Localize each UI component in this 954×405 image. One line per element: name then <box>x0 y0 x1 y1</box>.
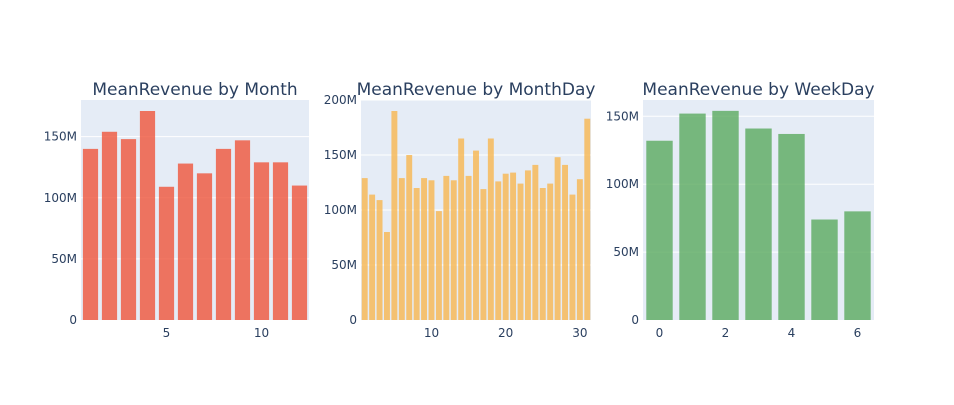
y-tick-label: 0 <box>349 313 357 327</box>
chart-title: MeanRevenue by WeekDay <box>642 80 874 100</box>
y-tick-label: 150M <box>324 148 357 162</box>
bar <box>291 185 308 320</box>
bar <box>384 232 390 320</box>
chart-title: MeanRevenue by MonthDay <box>357 80 596 100</box>
bar <box>443 175 450 320</box>
bar <box>679 113 706 320</box>
bar <box>524 170 531 320</box>
bar <box>646 140 673 320</box>
bar <box>361 178 368 320</box>
y-tick-label: 200M <box>324 93 357 107</box>
bar <box>398 178 405 320</box>
bar <box>177 163 194 320</box>
bar <box>487 138 494 320</box>
bar <box>712 110 739 320</box>
y-tick-label: 50M <box>613 245 639 259</box>
x-tick-label: 20 <box>498 326 513 340</box>
bar <box>811 219 838 320</box>
bar <box>778 133 805 320</box>
bar <box>539 188 546 320</box>
bar <box>532 164 539 320</box>
bar <box>562 164 568 320</box>
x-tick-label: 5 <box>163 326 171 340</box>
y-tick-label: 150M <box>44 130 77 144</box>
bar <box>465 175 472 320</box>
bar <box>502 173 509 320</box>
y-tick-label: 100M <box>44 191 77 205</box>
y-tick-label: 150M <box>606 109 639 123</box>
bar <box>473 150 479 320</box>
y-tick-label: 0 <box>69 313 77 327</box>
x-tick-label: 4 <box>788 326 796 340</box>
y-tick-label: 0 <box>631 313 639 327</box>
bar <box>844 211 871 320</box>
y-tick-label: 100M <box>324 203 357 217</box>
bar <box>234 140 251 320</box>
x-tick-label: 2 <box>722 326 730 340</box>
bar <box>428 180 435 320</box>
bar <box>391 111 398 320</box>
y-tick-label: 50M <box>331 258 357 272</box>
bar <box>458 138 465 320</box>
bar <box>495 181 502 320</box>
x-tick-label: 30 <box>572 326 587 340</box>
bar <box>584 118 591 320</box>
chart-title: MeanRevenue by Month <box>92 80 297 100</box>
bar <box>406 155 413 320</box>
bar <box>421 178 428 320</box>
bar <box>480 189 487 320</box>
bar <box>139 111 156 320</box>
bar <box>413 188 420 320</box>
chart-panel-2: 0 50M 100M 150M 200M 10 20 30 MeanRevenue by Mon… <box>324 80 596 340</box>
bar <box>101 131 118 320</box>
bar <box>554 157 561 320</box>
y-tick-label: 100M <box>606 177 639 191</box>
bar <box>82 148 99 320</box>
bar <box>435 211 442 320</box>
x-tick-label: 10 <box>424 326 439 340</box>
bar <box>369 194 376 320</box>
y-tick-label: 50M <box>51 252 77 266</box>
bar <box>376 200 383 320</box>
bar <box>120 139 137 320</box>
bar <box>253 162 270 320</box>
x-tick-label: 10 <box>254 326 269 340</box>
x-tick-label: 6 <box>854 326 862 340</box>
bar <box>196 173 213 320</box>
x-tick-label: 0 <box>656 326 664 340</box>
bar <box>510 172 517 320</box>
bar <box>569 194 576 320</box>
bar <box>547 183 554 320</box>
bar <box>745 128 772 320</box>
bar <box>215 148 232 320</box>
chart-panel-1: 0 50M 100M 150M 5 10 MeanRevenue by Month <box>44 80 309 340</box>
chart-panel-3: 0 50M 100M 150M 0 2 4 6 MeanRevenue by WeekDay <box>606 80 875 340</box>
bar <box>272 162 289 320</box>
bar <box>450 180 457 320</box>
bar <box>576 179 583 320</box>
bar <box>517 183 524 320</box>
bar <box>158 186 175 320</box>
